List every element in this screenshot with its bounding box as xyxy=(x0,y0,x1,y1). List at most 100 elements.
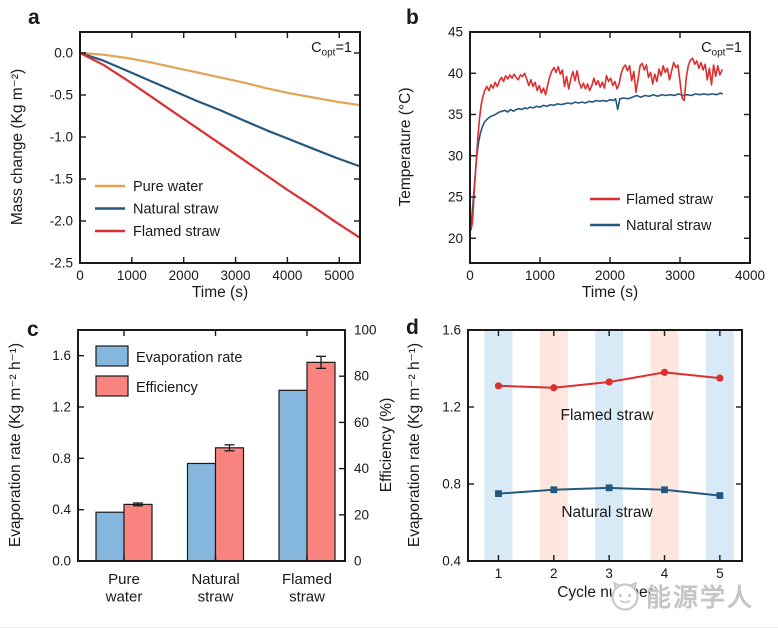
y-tick-label-left: 1.2 xyxy=(52,400,71,415)
marker-circle-flamed-straw xyxy=(716,374,724,382)
y-tick-label: 1.6 xyxy=(442,323,461,338)
marker-square-natural-straw xyxy=(716,492,724,499)
x-tick-label: 5 xyxy=(716,566,724,581)
x-tick-label: 1000 xyxy=(525,268,555,283)
y-tick-label: 30 xyxy=(448,148,463,163)
y-tick-label-right: 40 xyxy=(354,461,369,476)
axes-frame xyxy=(467,329,743,562)
marker-square-natural-straw xyxy=(605,484,613,492)
legend-swatch-evaporation-rate xyxy=(95,345,129,367)
y-tick-label-right: 80 xyxy=(354,369,369,384)
x-tick-label: 4000 xyxy=(735,268,765,283)
legend-label: Efficiency xyxy=(136,380,199,396)
panel-a-mass-change-chart: 0 1000 2000 3000 4000 5000 0.0 -0.5 -1.0 -1.5 -2.0… xyxy=(9,31,362,301)
bar-efficiency xyxy=(123,503,153,562)
bar-evaporation-rate xyxy=(278,389,308,562)
series-line-pure-water xyxy=(78,51,362,107)
series-line-flamed-straw xyxy=(469,57,723,231)
y-tick-label-right: 20 xyxy=(354,507,369,522)
y-tick-label-right: 0 xyxy=(354,554,362,569)
series-line-natural-straw xyxy=(469,92,723,230)
category-label: Natural xyxy=(191,571,239,588)
annotation-copt: Copt=1 xyxy=(701,40,742,59)
y-tick-label: -0.5 xyxy=(50,88,73,103)
x-tick-label: 2 xyxy=(550,566,558,581)
bar-efficiency xyxy=(214,447,245,562)
annotation-copt: Copt=1 xyxy=(311,40,352,59)
y-tick-label: 35 xyxy=(448,107,463,122)
panel-letter-b: b xyxy=(406,6,419,29)
series-inline-label-natural-straw: Natural straw xyxy=(561,504,653,521)
series-line-flamed-straw xyxy=(78,51,362,239)
y-tick-label: 25 xyxy=(448,190,463,205)
category-label: Pure xyxy=(108,571,140,588)
bar-evaporation-rate xyxy=(95,511,125,562)
marker-square-natural-straw xyxy=(550,486,558,494)
marker-circle-flamed-straw xyxy=(550,384,558,392)
category-label: water xyxy=(105,589,143,606)
background-stripe xyxy=(539,331,568,560)
panel-d-cycle-stability-chart: Flamed straw Natural straw 1 2 3 4 5 0.4 0.8 1.2 1… xyxy=(406,323,743,601)
panel-letter-a: a xyxy=(28,6,40,29)
y-axis-label: Evaporation rate (Kg m⁻² h⁻¹) xyxy=(406,343,423,547)
legend-label: Natural straw xyxy=(133,202,219,218)
bar-efficiency xyxy=(306,361,336,562)
legend-label: Flamed straw xyxy=(626,192,714,208)
marker-circle-flamed-straw xyxy=(605,378,613,386)
x-tick-label: 4000 xyxy=(272,268,302,283)
x-tick-label: 3000 xyxy=(665,268,695,283)
background-stripe xyxy=(650,331,679,560)
y-tick-label-left: 0.8 xyxy=(52,451,71,466)
y-tick-label: 45 xyxy=(448,25,463,40)
x-tick-label: 0 xyxy=(466,268,474,283)
y-tick-label-left: 0.0 xyxy=(52,554,71,569)
legend-swatch-efficiency xyxy=(95,375,129,397)
x-tick-label: 2000 xyxy=(169,268,199,283)
y-tick-label: 0.0 xyxy=(54,46,73,61)
background-stripe xyxy=(705,331,734,560)
y-tick-label: 40 xyxy=(448,66,463,81)
y-tick-label: -1.0 xyxy=(50,130,73,145)
marker-circle-flamed-straw xyxy=(660,368,669,376)
marker-square-natural-straw xyxy=(495,490,502,498)
axes-frame xyxy=(77,329,346,562)
bar-evaporation-rate xyxy=(186,462,217,562)
panel-letter-d: d xyxy=(406,316,419,339)
background-stripe xyxy=(595,331,624,560)
x-axis-label: Cycle number xyxy=(557,584,653,601)
x-axis-label: Time (s) xyxy=(192,284,248,301)
series-inline-label-flamed-straw: Flamed straw xyxy=(560,407,654,424)
y-tick-label-right: 60 xyxy=(354,415,369,430)
legend-label: Pure water xyxy=(133,179,203,195)
panel-letter-c: c xyxy=(27,318,39,341)
x-tick-label: 1000 xyxy=(117,268,147,283)
x-tick-label: 0 xyxy=(76,268,84,283)
x-tick-label: 3 xyxy=(605,566,613,581)
y-tick-label-right: 100 xyxy=(354,323,377,338)
y-tick-label: -2.0 xyxy=(50,214,73,229)
axes-frame xyxy=(79,31,361,264)
y-axis-label: Mass change (Kg m⁻²) xyxy=(9,69,26,225)
y-axis-label: Temperature (°C) xyxy=(397,87,414,206)
x-tick-label: 3000 xyxy=(221,268,251,283)
category-label: straw xyxy=(198,589,234,606)
x-tick-label: 4 xyxy=(661,566,669,581)
x-tick-label: 5000 xyxy=(324,268,354,283)
x-tick-label: 1 xyxy=(495,566,503,581)
y-tick-label: 0.8 xyxy=(442,477,461,492)
background-stripe xyxy=(484,331,513,560)
marker-circle-flamed-straw xyxy=(494,382,503,390)
y-tick-label-left: 1.6 xyxy=(52,348,71,363)
y-tick-label-left: 0.4 xyxy=(52,502,71,517)
y-tick-label: -2.5 xyxy=(50,256,73,271)
legend-label: Flamed straw xyxy=(133,224,221,240)
panel-b-temperature-chart: 0 1000 2000 3000 4000 20 25 30 35 40 45 Time (s) Tem… xyxy=(397,25,765,302)
x-tick-label: 2000 xyxy=(595,268,625,283)
series-line-natural-straw xyxy=(78,51,362,168)
legend-label: Evaporation rate xyxy=(136,350,242,366)
category-label: straw xyxy=(289,589,325,606)
legend-label: Natural straw xyxy=(626,218,712,234)
category-label: Flamed xyxy=(282,571,332,588)
